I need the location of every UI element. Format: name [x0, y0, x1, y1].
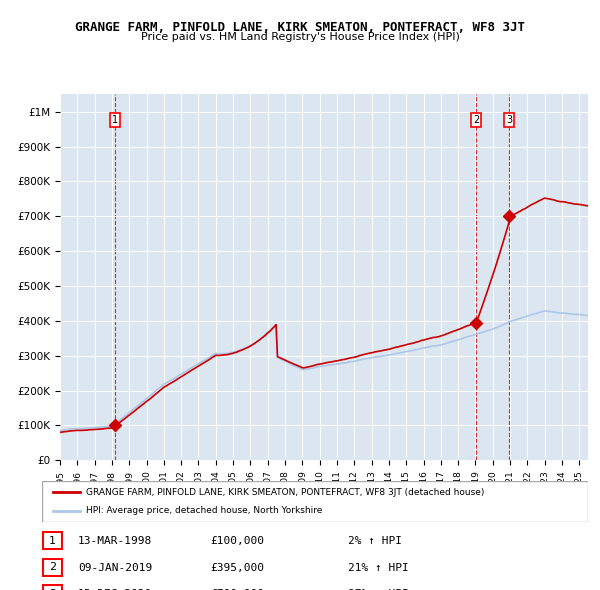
- Text: 1: 1: [49, 536, 56, 546]
- Text: GRANGE FARM, PINFOLD LANE, KIRK SMEATON, PONTEFRACT, WF8 3JT (detached house): GRANGE FARM, PINFOLD LANE, KIRK SMEATON,…: [86, 488, 484, 497]
- Text: 2% ↑ HPI: 2% ↑ HPI: [348, 536, 402, 546]
- Text: HPI: Average price, detached house, North Yorkshire: HPI: Average price, detached house, Nort…: [86, 506, 322, 515]
- FancyBboxPatch shape: [42, 481, 588, 522]
- Text: 2: 2: [473, 115, 479, 125]
- Text: 3: 3: [506, 115, 512, 125]
- Text: 1: 1: [112, 115, 118, 125]
- Text: 09-JAN-2019: 09-JAN-2019: [78, 563, 152, 573]
- Text: 3: 3: [49, 589, 56, 590]
- FancyBboxPatch shape: [43, 585, 62, 590]
- FancyBboxPatch shape: [43, 559, 62, 576]
- Text: £100,000: £100,000: [210, 536, 264, 546]
- Text: 2: 2: [49, 562, 56, 572]
- FancyBboxPatch shape: [43, 532, 62, 549]
- Text: GRANGE FARM, PINFOLD LANE, KIRK SMEATON, PONTEFRACT, WF8 3JT: GRANGE FARM, PINFOLD LANE, KIRK SMEATON,…: [75, 21, 525, 34]
- Text: 13-MAR-1998: 13-MAR-1998: [78, 536, 152, 546]
- Text: 21% ↑ HPI: 21% ↑ HPI: [348, 563, 409, 573]
- Text: Price paid vs. HM Land Registry's House Price Index (HPI): Price paid vs. HM Land Registry's House …: [140, 32, 460, 42]
- Text: £395,000: £395,000: [210, 563, 264, 573]
